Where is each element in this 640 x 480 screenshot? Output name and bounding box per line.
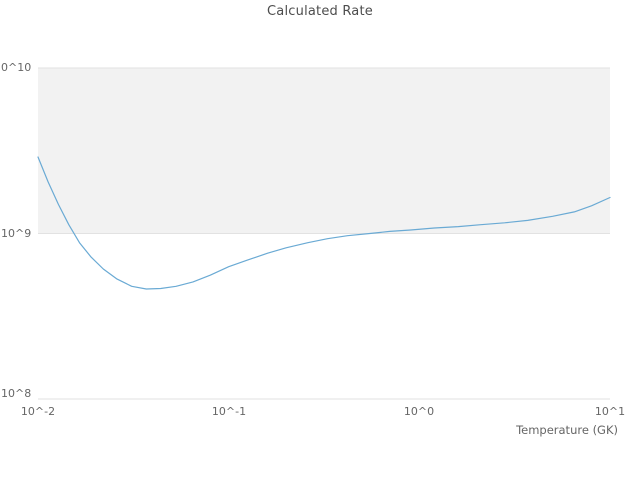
- shaded-band: [38, 68, 610, 234]
- x-tick-label-1e0: 10^0: [403, 405, 435, 418]
- x-axis-title: Temperature (GK): [516, 423, 618, 437]
- chart-title: Calculated Rate: [267, 4, 373, 19]
- x-tick-label-1e1: 10^1: [594, 405, 626, 418]
- y-tick-label-1e8: 10^8: [1, 387, 32, 400]
- y-tick-label-1e9: 10^9: [1, 227, 32, 240]
- rate-line-series: [37, 156, 611, 290]
- x-tick-label-1e-1: 10^-1: [211, 405, 247, 418]
- y-tick-label-1e10: 0^10: [1, 61, 32, 74]
- x-tick-label-1e-2: 10^-2: [20, 405, 56, 418]
